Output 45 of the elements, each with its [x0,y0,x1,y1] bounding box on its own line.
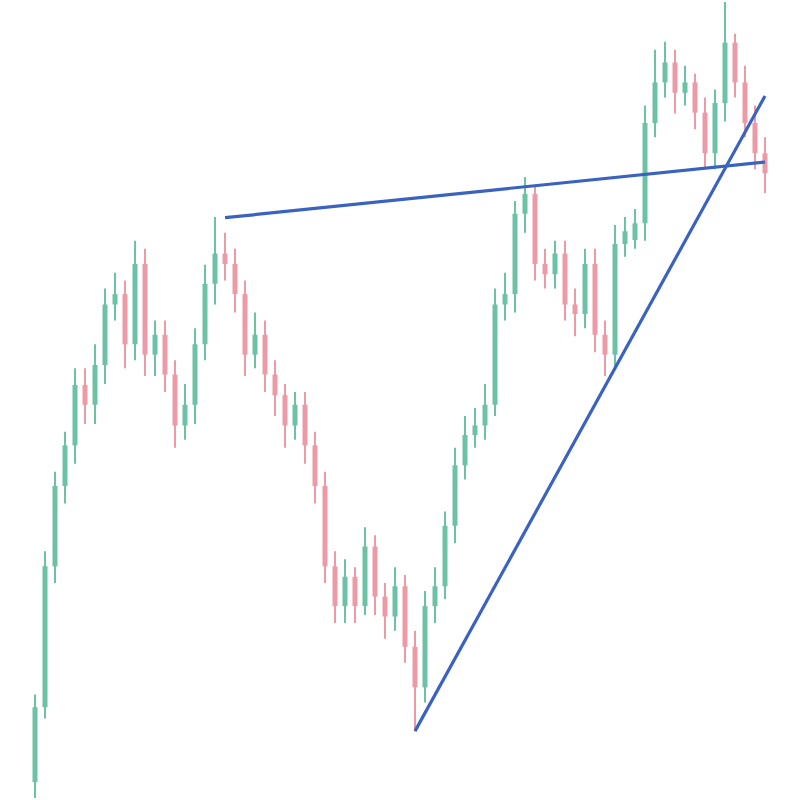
candlestick [162,319,168,394]
candlestick [392,566,398,632]
candlestick [542,247,548,290]
candlestick [412,629,418,733]
candlestick [92,343,98,425]
candlestick [252,311,258,370]
candlestick [482,383,488,441]
candlestick [682,64,688,107]
candlestick [152,319,158,378]
candlestick [652,48,658,139]
candlestick [742,64,748,139]
candlestick [282,383,288,449]
candlestick [602,319,608,378]
candlestick [632,207,638,250]
candlestick [212,215,218,306]
candlestick [752,104,758,171]
candlestick [342,558,348,624]
candlestick [382,582,388,640]
candlestick [222,231,228,282]
candlestick [82,367,88,425]
candlestick [312,430,318,505]
candlestick [352,566,358,624]
candlestick [332,550,338,624]
candlestick [232,247,238,314]
candlestick [462,414,468,481]
candlestick [182,383,188,441]
candlestick [672,48,678,115]
candlestick [662,40,668,99]
candlestick [502,271,508,322]
candlestick [522,176,528,234]
candlestick [62,430,68,505]
candlestick [292,391,298,441]
candlestick [552,239,558,290]
candlestick [692,72,698,131]
candlestick [272,359,278,417]
candlestick [432,566,438,624]
candlestick [472,406,478,449]
candlestick [762,136,768,195]
candlestick [262,319,268,394]
candlestick [702,96,708,171]
candlestick [302,391,308,465]
candlestick [622,215,628,258]
candlestick [732,32,738,99]
candlestick [112,271,118,322]
candlestick [572,287,578,338]
